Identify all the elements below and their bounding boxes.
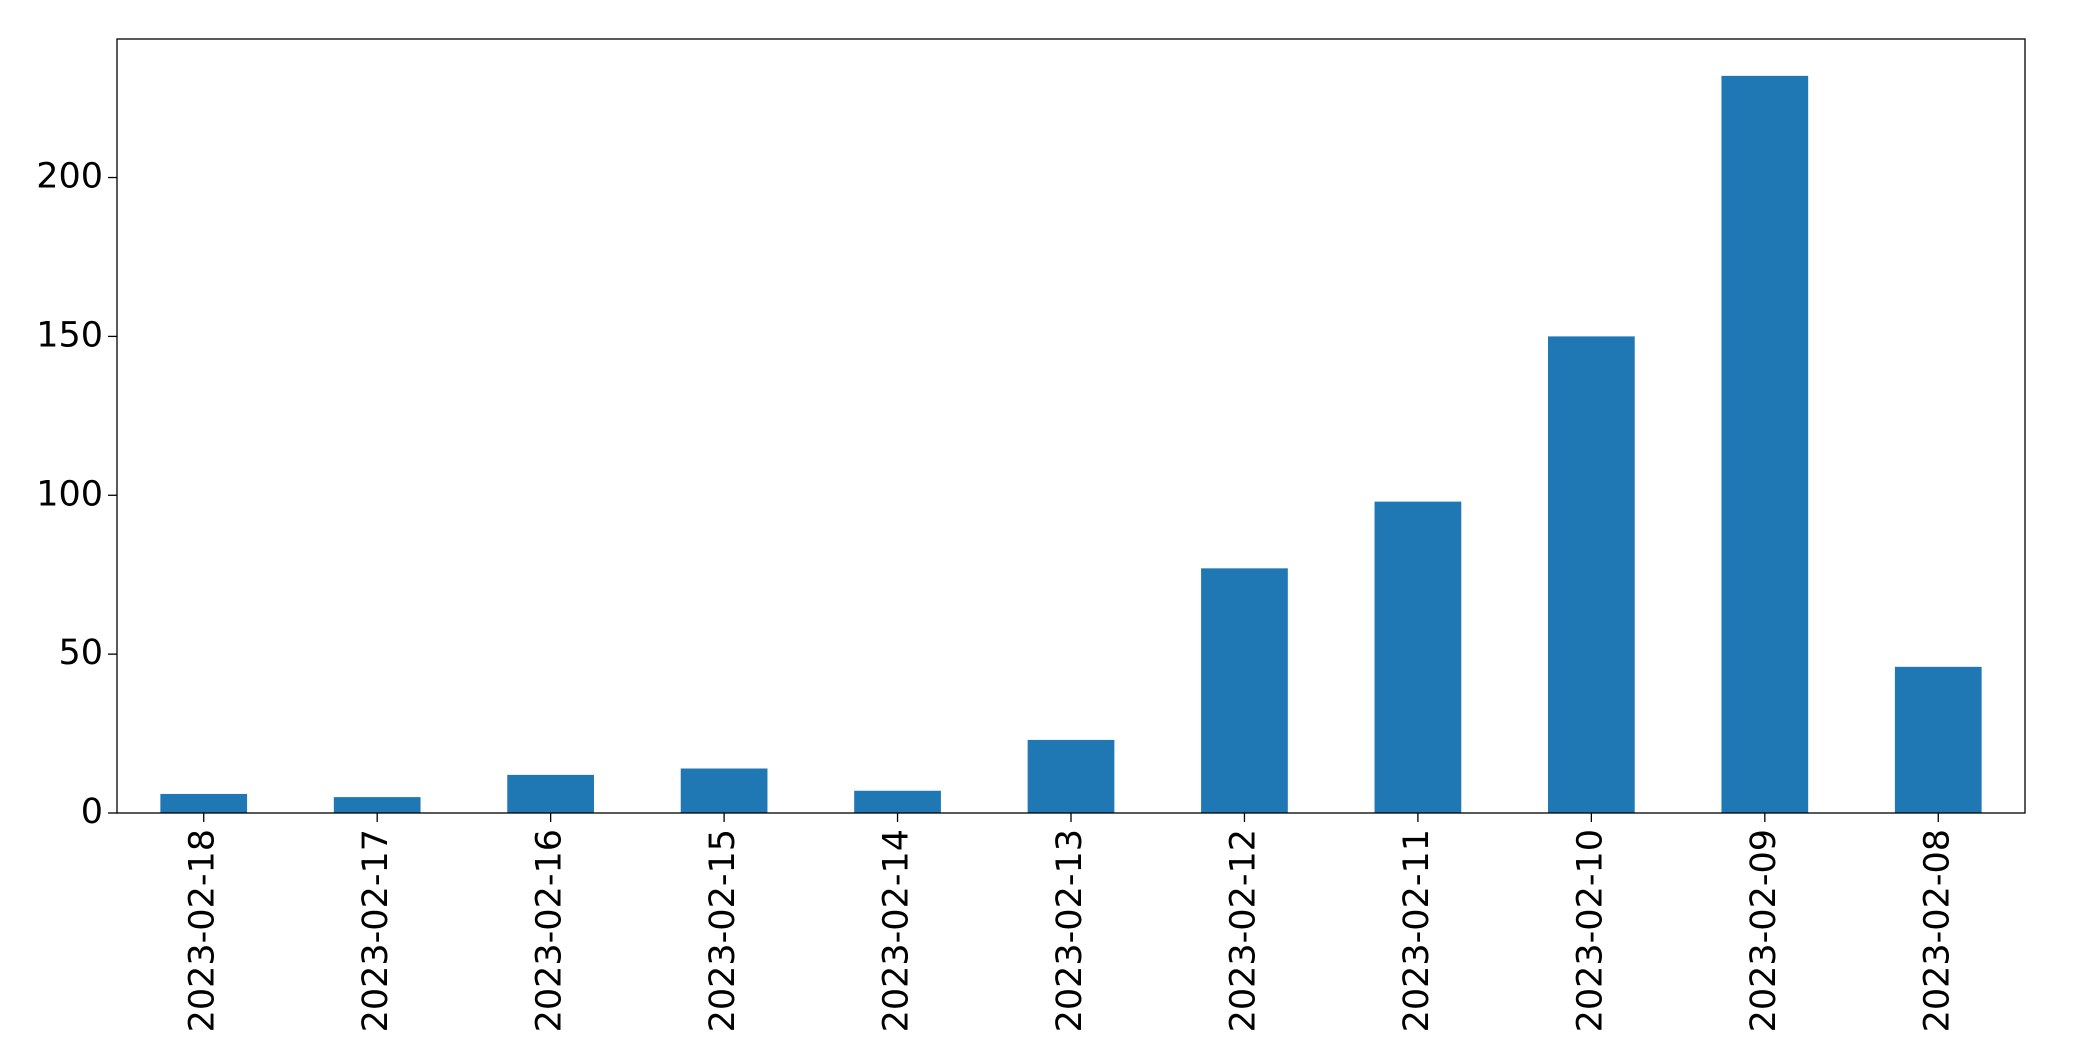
bar	[854, 790, 941, 813]
x-tick-label: 2023-02-11	[1397, 829, 1437, 1032]
x-tick-label: 2023-02-15	[703, 829, 743, 1032]
bar	[333, 797, 421, 813]
y-tick-label: 0	[81, 792, 103, 832]
bar	[1548, 336, 1635, 813]
x-tick-label: 2023-02-18	[183, 829, 223, 1032]
bar	[1374, 501, 1462, 813]
bar	[160, 793, 248, 813]
x-tick-label: 2023-02-14	[877, 829, 917, 1032]
x-tick-label: 2023-02-12	[1223, 829, 1263, 1032]
x-tick-label: 2023-02-08	[1917, 829, 1957, 1032]
plot-frame	[116, 38, 2026, 814]
bar	[1721, 75, 1809, 814]
y-tick-label: 150	[36, 315, 103, 355]
bar	[1027, 739, 1115, 813]
bar	[1894, 666, 1982, 813]
x-tick-label: 2023-02-10	[1570, 829, 1610, 1032]
bar	[507, 774, 594, 813]
y-tick-label: 50	[58, 633, 103, 673]
x-tick-label: 2023-02-16	[530, 829, 570, 1032]
x-tick-label: 2023-02-17	[356, 829, 396, 1032]
y-tick-label: 100	[36, 474, 103, 514]
x-tick-label: 2023-02-13	[1050, 829, 1090, 1032]
bar	[680, 768, 768, 813]
y-tick-label: 200	[36, 157, 103, 197]
x-tick-label: 2023-02-09	[1744, 829, 1784, 1032]
bar	[1201, 568, 1288, 813]
